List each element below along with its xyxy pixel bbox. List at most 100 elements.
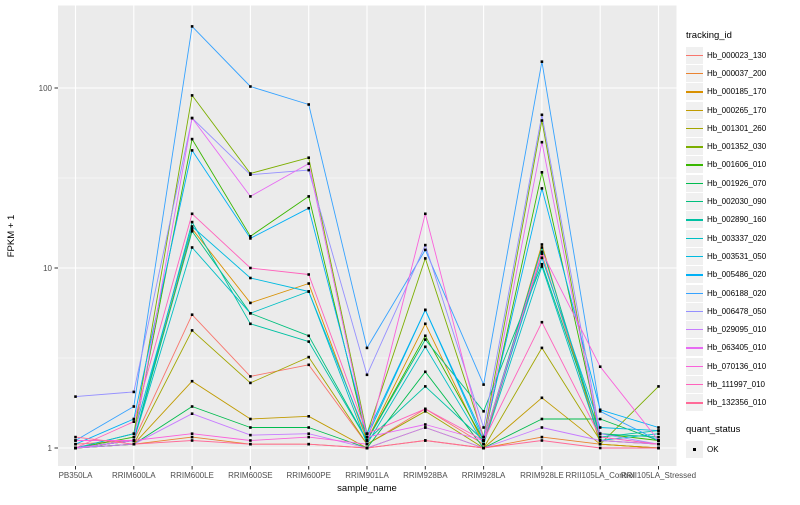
legend-item-Hb_111997_010: Hb_111997_010: [686, 375, 798, 393]
legend-key-swatch: [686, 174, 703, 192]
data-point-marker: [482, 439, 485, 442]
legend-label-ok: OK: [707, 444, 719, 454]
data-point-marker: [365, 446, 369, 450]
legend-item-Hb_132356_010: Hb_132356_010: [686, 394, 798, 412]
data-point-marker: [424, 338, 427, 341]
data-point-marker: [540, 113, 544, 117]
data-point-marker: [249, 375, 252, 378]
x-tick-label: RRIM600SE: [228, 471, 272, 480]
data-point-marker: [424, 410, 427, 413]
data-point-marker: [424, 407, 427, 411]
data-point-marker: [540, 439, 544, 442]
data-point-marker: [307, 103, 310, 106]
data-point-marker: [190, 137, 194, 141]
data-point-marker: [307, 415, 310, 418]
data-point-marker: [540, 417, 544, 421]
data-point-marker: [190, 227, 194, 231]
x-tick-label: RRIM901LA: [345, 471, 389, 480]
legend-key-line-icon: [686, 383, 703, 386]
legend-item-Hb_000037_200: Hb_000037_200: [686, 64, 798, 82]
data-point-marker: [598, 408, 602, 412]
data-point-marker: [249, 442, 252, 446]
data-point-marker: [540, 346, 544, 350]
data-point-marker: [132, 390, 136, 394]
data-point-marker: [540, 435, 544, 439]
data-point-marker: [424, 439, 427, 442]
legend-key-swatch: [686, 375, 703, 393]
legend-item-label: Hb_029095_010: [707, 325, 767, 335]
legend-item-label: Hb_002890_160: [707, 215, 767, 225]
x-tick-label: PB350LA: [59, 471, 93, 480]
legend-item-label: Hb_000185_170: [707, 87, 767, 97]
legend-key-line-icon: [686, 310, 703, 313]
data-point-marker: [190, 379, 194, 383]
legend-key-swatch: [686, 138, 703, 156]
data-point-marker: [190, 439, 194, 442]
data-point-marker: [307, 334, 310, 338]
y-tick-label: 100: [39, 84, 53, 93]
data-point-marker: [482, 383, 485, 386]
data-point-marker: [598, 432, 602, 435]
legend-item-label: Hb_000265_170: [707, 105, 767, 115]
data-point-marker: [74, 439, 77, 442]
legend-key-line-icon: [686, 201, 703, 203]
data-point-marker: [657, 426, 660, 429]
legend-item-label: Hb_063405_010: [707, 343, 767, 353]
data-point-marker: [307, 435, 310, 439]
data-point-marker: [190, 149, 194, 152]
data-point-marker: [132, 439, 136, 442]
data-point-marker: [424, 345, 427, 349]
legend-item-Hb_002890_160: Hb_002890_160: [686, 211, 798, 229]
legend-item-Hb_001352_030: Hb_001352_030: [686, 137, 798, 156]
data-point-marker: [132, 432, 136, 435]
legend-item-Hb_070136_010: Hb_070136_010: [686, 357, 798, 375]
data-point-marker: [190, 94, 194, 97]
legend-key-line-icon: [686, 146, 703, 148]
legend-key-swatch: [686, 119, 703, 137]
data-point-marker: [424, 423, 427, 426]
data-point-marker: [190, 212, 194, 216]
legend-key-swatch: [686, 83, 703, 101]
data-point-marker: [249, 266, 252, 270]
legend-key-line-icon: [686, 237, 703, 239]
data-point-marker: [598, 410, 602, 413]
data-point-marker: [249, 312, 252, 315]
data-point-marker: [365, 439, 369, 442]
legend-key-swatch: [686, 357, 703, 375]
data-point-marker: [249, 426, 252, 429]
data-point-marker: [190, 432, 194, 435]
legend-item-label: Hb_005486_020: [707, 270, 767, 280]
data-point-marker: [132, 417, 136, 421]
data-point-marker: [424, 248, 427, 252]
legend-title-tracking-id: tracking_id: [686, 30, 732, 41]
data-point-marker: [482, 426, 485, 429]
legend-item-label: Hb_006478_050: [707, 306, 767, 316]
legend-item-Hb_029095_010: Hb_029095_010: [686, 320, 798, 339]
legend-key-swatch: [686, 64, 703, 82]
data-point-marker: [598, 439, 602, 442]
data-point-marker: [190, 220, 194, 224]
legend-item-label: Hb_006188_020: [707, 288, 767, 298]
legend-key-line-icon: [686, 292, 703, 294]
legend-key-line-icon: [686, 329, 703, 331]
data-point-marker: [540, 119, 544, 122]
legend-item-label: Hb_001352_030: [707, 142, 767, 152]
data-point-marker: [598, 442, 602, 446]
x-axis-title: sample_name: [337, 483, 397, 494]
data-point-marker: [307, 426, 310, 429]
data-point-marker: [540, 60, 544, 63]
legend-key-line-icon: [686, 91, 703, 93]
data-point-marker: [132, 420, 136, 423]
legend-key-swatch: [686, 284, 703, 302]
x-tick-label: RRIM928LE: [520, 471, 564, 480]
data-point-marker: [249, 301, 252, 305]
legend-item-Hb_006188_020: Hb_006188_020: [686, 284, 798, 302]
data-point-marker: [482, 442, 485, 446]
data-point-marker: [307, 273, 310, 276]
legend-item-Hb_000185_170: Hb_000185_170: [686, 83, 798, 101]
data-point-marker: [540, 396, 544, 400]
data-point-marker: [482, 410, 485, 413]
legend-item-label: Hb_000023_130: [707, 50, 767, 60]
data-point-marker: [307, 195, 310, 198]
